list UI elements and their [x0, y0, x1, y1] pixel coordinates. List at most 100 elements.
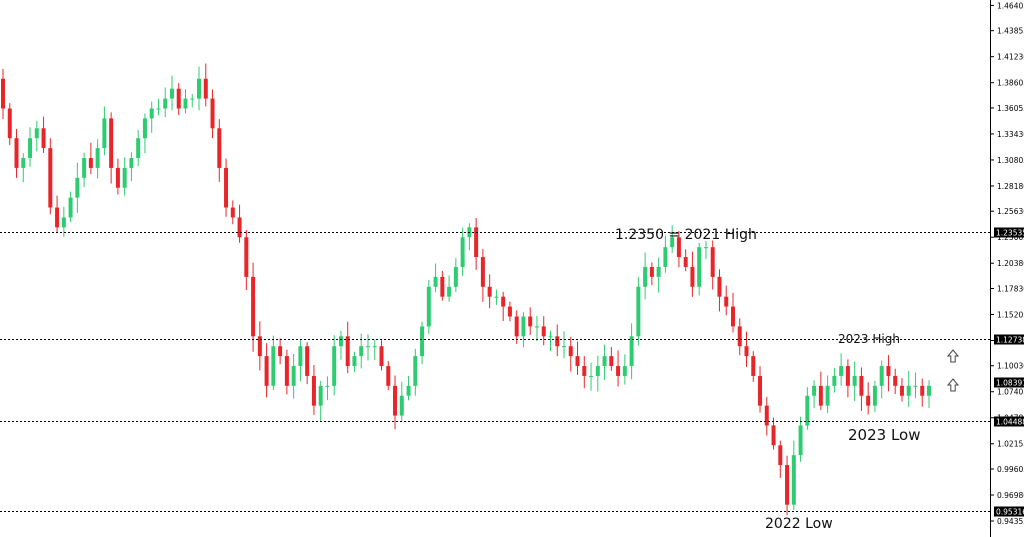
candle-bull	[169, 88, 174, 99]
candle-bull	[839, 366, 844, 376]
candle-bull	[122, 167, 127, 188]
level-badge-bg	[994, 506, 1024, 517]
y-tick-label: 1.25630	[997, 207, 1024, 216]
up-arrow-icon	[946, 349, 960, 363]
candle-bull	[494, 296, 499, 298]
candle-bear	[440, 276, 445, 297]
y-tick-label: 1.46405	[997, 1, 1024, 10]
candle-bull	[656, 266, 661, 277]
candle-bull	[68, 197, 73, 218]
candle-bear	[244, 237, 249, 277]
y-tick-label: 1.15205	[997, 310, 1024, 319]
candle-bull	[832, 375, 837, 386]
candle-bull	[298, 346, 303, 367]
level-badge-bg	[994, 227, 1024, 238]
candle-bear	[609, 356, 614, 367]
candle-bear	[771, 425, 776, 446]
candle-bull	[406, 385, 411, 396]
candle-bull	[75, 177, 80, 198]
candle-bear	[311, 375, 316, 406]
level-badge-bg	[994, 334, 1024, 345]
candle-bear	[730, 306, 735, 327]
candle-bear	[555, 336, 560, 347]
level-badge-label: 1.12738	[996, 336, 1024, 345]
candle-bear	[710, 247, 715, 277]
candle-bull	[129, 158, 134, 168]
level-badge-bg	[994, 416, 1024, 427]
y-tick-label: 1.02155	[997, 440, 1024, 449]
candle-bull	[149, 108, 154, 119]
candle-bear	[778, 445, 783, 466]
candle-bear	[224, 167, 229, 208]
annotation-2021-high: 1.2350 = 2021 High	[615, 227, 757, 243]
candle-bull	[453, 266, 458, 287]
candle-bull	[595, 366, 600, 376]
price-axis: 1.46405 1.43855 1.41230 1.38605 1.36055 1.334…	[990, 1, 1024, 526]
candle-bear	[48, 148, 53, 208]
candle-bull	[534, 326, 539, 328]
candle-bear	[649, 266, 654, 277]
candle-bear	[278, 346, 283, 357]
candle-bear	[305, 346, 310, 376]
annotation-2023-high: 2023 High	[838, 332, 900, 346]
candle-bear	[474, 227, 479, 258]
candle-bull	[291, 366, 296, 386]
candle-bull	[142, 118, 147, 139]
y-tick-label: 1.38605	[997, 79, 1024, 88]
candle-bull	[426, 286, 431, 327]
candle-bear	[920, 385, 925, 396]
candle-bear	[758, 375, 763, 406]
candle-bear	[676, 237, 681, 258]
candle-bull	[703, 247, 708, 249]
candle-bull	[460, 237, 465, 267]
candle-bear	[818, 385, 823, 406]
candle-bull	[413, 356, 418, 386]
candle-bull	[825, 385, 830, 406]
candle-bull	[318, 385, 323, 406]
candle-bear	[514, 316, 519, 337]
candle-bear	[284, 356, 289, 386]
candle-bull	[183, 98, 188, 109]
candle-bear	[683, 257, 688, 267]
candle-bear	[237, 217, 242, 238]
y-tick-label: 0.99605	[997, 465, 1024, 474]
candle-bull	[399, 395, 404, 416]
candle-bear	[264, 356, 269, 386]
candle-bull	[872, 385, 877, 406]
candle-bull	[913, 385, 918, 387]
candle-bull	[670, 237, 675, 248]
candle-bull	[352, 356, 357, 367]
candle-bull	[798, 425, 803, 456]
candle-bear	[690, 266, 695, 287]
candle-bull	[190, 98, 195, 100]
up-arrow-icon	[946, 378, 960, 392]
candles	[1, 63, 931, 516]
candle-bear	[251, 276, 256, 337]
level-badge-label: 1.23535	[996, 229, 1024, 238]
candle-bear	[480, 257, 485, 287]
candle-bear	[379, 346, 384, 367]
y-tick-label: 1.36055	[997, 104, 1024, 113]
candle-bear	[785, 465, 790, 505]
candle-bear	[541, 326, 546, 337]
candle-bull	[852, 375, 857, 386]
y-tick-label: 0.94355	[997, 517, 1024, 526]
candle-bear	[257, 336, 262, 357]
candle-bull	[643, 266, 648, 287]
candle-bear	[751, 356, 756, 376]
candle-bear	[41, 128, 46, 149]
candle-bull	[372, 346, 377, 348]
candle-bear	[14, 138, 19, 168]
candle-bear	[582, 366, 587, 376]
candle-bull	[636, 286, 641, 337]
candle-bull	[791, 455, 796, 505]
candle-bull	[21, 158, 26, 168]
candle-bear	[744, 346, 749, 357]
candle-bull	[82, 158, 87, 178]
candle-bull	[359, 346, 364, 357]
candle-bear	[616, 366, 621, 376]
candle-bear	[386, 366, 391, 386]
candle-bull	[906, 385, 911, 396]
candle-bull	[433, 276, 438, 287]
candle-bear	[866, 395, 871, 406]
